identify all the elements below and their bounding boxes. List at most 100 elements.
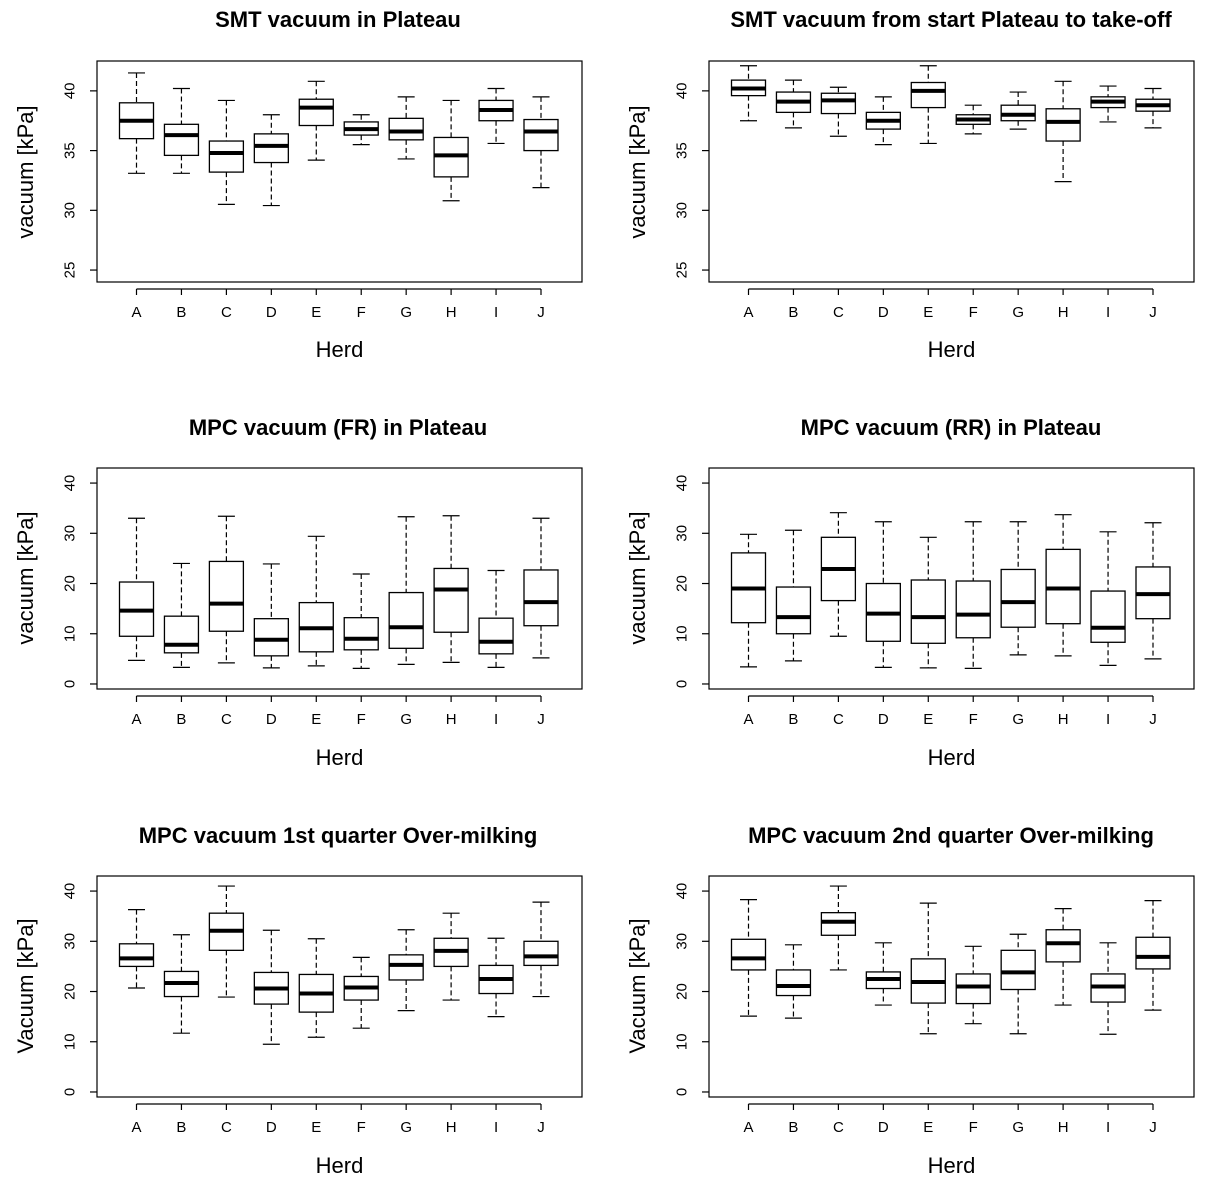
box-E: E [910,536,946,728]
box-E: E [910,65,946,321]
y-tick-label: 40 [62,475,79,492]
iqr-box [523,569,559,627]
x-tick-label: B [176,1119,186,1136]
x-tick-label: I [494,1119,498,1136]
box-G: G [388,929,424,1136]
x-tick-label: D [878,711,889,728]
panel-4: MPC vacuum (RR) in Plateau Herd vacuum [kP… [625,415,1195,770]
box-D: D [253,114,289,321]
box-H: H [1045,80,1081,321]
panel-title: MPC vacuum 1st quarter Over-milking [139,823,538,848]
box-I: I [1090,531,1126,728]
x-tick-label: D [878,1119,889,1136]
iqr-box [910,579,946,644]
iqr-box [163,123,200,157]
x-tick-label: D [878,304,889,321]
x-tick-label: G [400,711,412,728]
box-H: H [1045,514,1081,728]
iqr-box [523,118,559,152]
box-C: C [820,512,857,728]
panel-title: SMT vacuum in Plateau [215,7,461,32]
box-F: F [343,573,379,728]
x-tick-label: G [1012,304,1024,321]
box-J: J [523,96,559,321]
box-E: E [298,80,334,321]
box-J: J [523,901,559,1136]
box-H: H [433,515,469,728]
iqr-box [253,618,289,657]
x-tick-label: H [1058,711,1069,728]
box-E: E [298,535,334,728]
x-tick-label: A [131,1119,141,1136]
x-tick-label: F [357,304,366,321]
x-tick-label: F [969,1119,978,1136]
box-F: F [955,945,991,1136]
y-tick-label: 30 [674,933,691,950]
x-tick-label: I [494,711,498,728]
panel-title: MPC vacuum (RR) in Plateau [801,415,1102,440]
iqr-box [388,117,424,141]
y-axis-label: vacuum [kPa] [13,511,38,644]
y-axis-label: vacuum [kPa] [13,105,38,238]
x-tick-label: E [311,304,321,321]
iqr-box [208,140,245,173]
y-tick-label: 0 [674,680,691,688]
box-F: F [343,114,379,321]
box-B: B [775,529,812,728]
x-tick-label: J [1149,1119,1157,1136]
x-tick-label: B [788,1119,798,1136]
x-tick-label: D [266,1119,277,1136]
y-tick-label: 10 [674,625,691,642]
iqr-box [955,580,991,639]
x-tick-label: G [1012,1119,1024,1136]
box-D: D [865,942,901,1136]
box-I: I [478,87,514,321]
x-tick-label: F [357,711,366,728]
panel-1: SMT vacuum in Plateau Herd vacuum [kPa] 25 3… [13,7,583,362]
iqr-box [433,567,469,633]
box-A: A [118,72,155,321]
y-tick-label: 10 [62,625,79,642]
box-E: E [298,938,334,1136]
box-A: A [730,65,767,321]
box-G: G [1000,91,1036,321]
iqr-box [118,943,155,968]
x-tick-label: E [311,1119,321,1136]
y-tick-label: 40 [674,83,691,100]
x-tick-label: E [923,1119,933,1136]
box-A: A [730,533,767,728]
x-axis-label: Herd [928,745,976,770]
iqr-box [1090,590,1126,643]
y-tick-label: 0 [62,680,79,688]
x-tick-label: C [833,1119,844,1136]
x-tick-label: C [221,711,232,728]
y-tick-label: 20 [62,575,79,592]
x-tick-label: H [1058,304,1069,321]
box-H: H [433,99,469,321]
box-B: B [775,944,812,1136]
box-H: H [433,912,469,1136]
plot-frame [96,467,583,690]
box-I: I [1090,85,1126,321]
x-tick-label: J [537,1119,545,1136]
x-tick-label: H [446,304,457,321]
iqr-box [388,591,424,649]
x-tick-label: J [537,304,545,321]
plot-frame [708,875,1195,1098]
box-C: C [820,885,857,1136]
iqr-box [298,98,334,127]
x-tick-label: J [1149,304,1157,321]
box-F: F [955,521,991,728]
y-axis-label: vacuum [kPa] [625,105,650,238]
box-D: D [865,521,901,728]
x-tick-label: I [1106,304,1110,321]
iqr-box [730,938,767,971]
iqr-box [955,973,991,1005]
box-J: J [1135,87,1171,321]
x-tick-label: B [788,711,798,728]
box-C: C [208,885,245,1136]
x-axis-label: Herd [316,745,364,770]
box-F: F [955,104,991,321]
y-tick-label: 30 [62,525,79,542]
